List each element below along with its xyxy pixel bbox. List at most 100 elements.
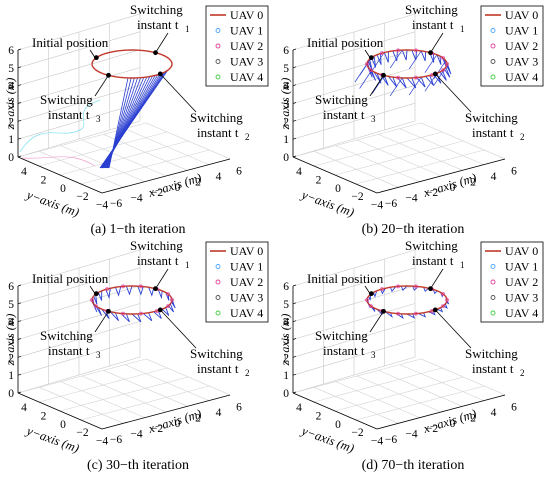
y-tick-label: −4 [371,200,383,212]
x-tick-label: −6 [385,434,397,446]
z-tick-label: 5 [283,299,289,311]
uav0-path [91,49,173,79]
legend-label: UAV 1 [505,260,538,274]
z-tick-label: 0 [8,388,14,400]
annotation-t3-line1: Switching [40,328,93,343]
uav-follower-path [368,294,372,301]
uav-follower-path [161,307,170,316]
z-tick [17,137,22,140]
uav-follower-path [418,312,427,318]
legend-label: UAV 2 [505,275,538,289]
uav-follower-path [370,305,376,312]
z-tick-label: 1 [8,134,14,146]
grid-line [356,139,442,177]
z-tick [292,48,297,51]
annotation-t3-line1: Switching [315,328,368,343]
z-tick [17,391,22,394]
uav-marker [139,311,143,316]
z-tick [292,137,297,140]
uav-follower-path [389,49,403,69]
uav-follower-path [429,52,435,63]
x-axis-line [101,394,231,430]
uav0-path [366,49,448,79]
z-tick [17,356,22,358]
legend-swatch [490,43,496,49]
x-tick-label: 4 [491,407,497,419]
uav-follower-path [425,75,435,86]
x-tick-label: −2 [151,423,163,435]
uav-follower-path [376,53,382,65]
x-tick-label: 0 [175,182,181,194]
legend-swatch [490,28,496,33]
key-point-t3 [106,308,111,314]
uav-follower-path [444,67,451,78]
x-tick-label: 0 [450,182,456,194]
annotation-t1-sub: 1 [185,260,190,270]
x-tick-label: −4 [405,429,417,441]
panel-caption: (d) 70−th iteration [362,458,465,473]
uav-marker [369,68,373,72]
annotation-t1-sub: 1 [460,24,465,34]
uav-marker [441,292,445,296]
annotation-initial-position: Initial position [32,271,109,286]
z-tick-label: 3 [283,99,289,111]
uav1-trace [19,99,101,153]
uav-follower-path [385,311,393,319]
annotation-t2-line1: Switching [190,346,243,361]
y-tick-label: 4 [21,402,27,414]
x-axis-line [376,394,506,430]
grid-line [81,139,167,177]
x-axis-title: x−axis (m) [146,171,203,201]
annotation-t1-line1: Switching [130,2,183,17]
uav0-path [91,285,173,315]
grid-line [420,122,505,160]
uav-follower-path [157,289,163,300]
grid-line [39,387,124,424]
x-tick-label: 0 [450,418,456,430]
x-axis-title: x−axis (m) [421,407,478,437]
grid-line [124,364,209,401]
uav-follower-path [432,289,438,295]
uav-follower-path [416,76,426,88]
y-tick-label: −2 [76,191,88,203]
uav-follower-path [153,310,162,319]
uav-marker [414,284,418,289]
z-tick-label: 1 [283,370,289,382]
z-tick-label: 0 [283,388,289,400]
x-tick-label: 2 [195,412,201,424]
uav-follower-path [400,285,408,291]
grid-line [420,358,505,396]
x-tick-label: 4 [216,407,222,419]
legend-label: UAV 3 [230,55,263,69]
uav-follower-path [108,77,129,169]
uav-follower-path [420,50,427,62]
legend-label: UAV 0 [505,244,538,258]
grid-line [335,145,420,182]
uav-follower-path [372,290,378,298]
legend-swatch [215,28,221,33]
z-tick [17,320,22,322]
annotation-t2-sub: 2 [520,368,525,378]
z-tick-label: 6 [283,281,289,293]
arrow-t2 [159,309,197,349]
x-axis-title: x−axis (m) [421,171,478,201]
legend-swatch [215,59,221,64]
uav-follower-path [440,292,444,298]
y-axis-title: y−axis (m) [298,187,356,220]
arrow-t3 [369,311,384,333]
legend-swatch [490,295,496,300]
y-tick-label: 2 [41,174,47,186]
z-tick [292,391,297,394]
arrow-t3 [369,75,384,97]
y-tick-label: 4 [21,166,27,178]
annotation-t3-sub: 3 [96,114,101,124]
arrow-initial [364,49,370,57]
uav-follower-path [148,287,155,297]
y-axis-line [292,392,378,430]
uav-follower-path [401,49,408,61]
arrow-initial [364,285,370,293]
x-tick-label: −6 [110,198,122,210]
z-tick [292,284,297,287]
annotation-t1-sub: 1 [460,260,465,270]
